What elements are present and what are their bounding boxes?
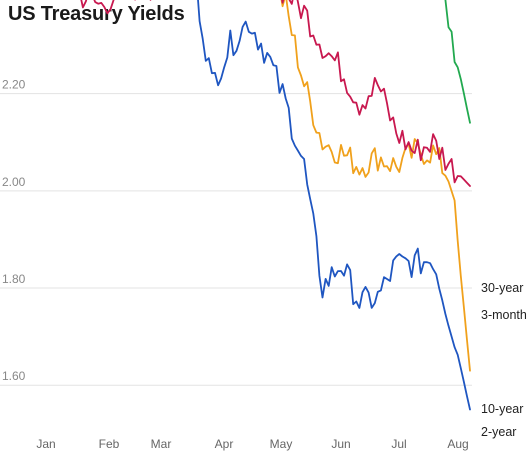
series-line-30-year xyxy=(444,0,471,124)
x-tick-label: May xyxy=(270,437,293,451)
chart-title: US Treasury Yields xyxy=(8,3,185,25)
x-tick-label: Aug xyxy=(447,437,468,451)
x-tick-label: Jan xyxy=(36,437,55,451)
series-end-labels: 30-year 10-year 3-month 2-year xyxy=(481,281,527,439)
series-line-3-month xyxy=(80,0,471,187)
series-label-30-year: 30-year xyxy=(481,281,523,295)
y-tick-label: 1.80 xyxy=(2,272,26,286)
y-tick-label: 1.60 xyxy=(2,369,26,383)
y-tick-label: 2.00 xyxy=(2,175,26,189)
x-tick-label: Jul xyxy=(391,437,406,451)
y-tick-label: 2.20 xyxy=(2,78,26,92)
series-label-3-month: 3-month xyxy=(481,308,527,322)
series-label-10-year: 10-year xyxy=(481,402,523,416)
x-tick-label: Apr xyxy=(215,437,234,451)
series-line-10-year xyxy=(280,0,471,372)
series-lines xyxy=(80,0,471,411)
series-line-2-year xyxy=(197,0,471,411)
series-label-2-year: 2-year xyxy=(481,425,516,439)
x-axis-tick-labels: Jan Feb Mar Apr May Jun Jul Aug xyxy=(36,437,468,451)
y-axis-tick-labels: 3.00%2.802.602.402.202.001.801.60 xyxy=(2,78,26,384)
x-tick-label: Jun xyxy=(331,437,350,451)
x-tick-label: Mar xyxy=(151,437,172,451)
gridlines xyxy=(0,93,472,386)
x-tick-label: Feb xyxy=(99,437,120,451)
